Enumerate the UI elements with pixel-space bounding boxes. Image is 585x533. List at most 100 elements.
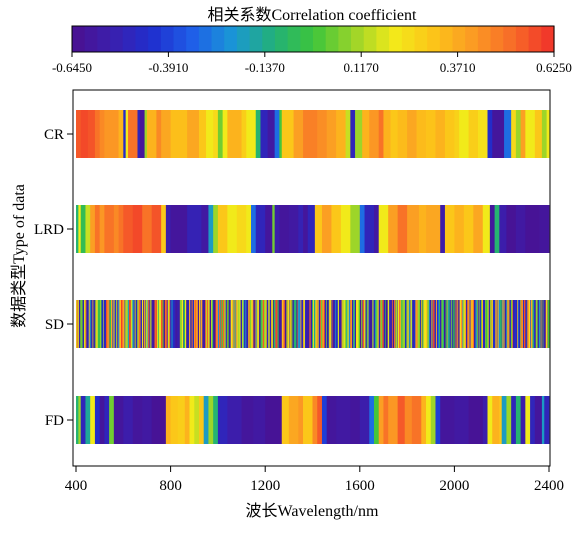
band-cell <box>535 300 537 348</box>
band-cell <box>154 300 157 348</box>
band-cell <box>312 396 318 444</box>
band-cell <box>108 300 110 348</box>
band-cell <box>412 300 415 348</box>
band-cell <box>151 300 154 348</box>
band-cell <box>395 300 397 348</box>
band-cell <box>421 300 423 348</box>
band-cell <box>202 300 204 348</box>
band-cell <box>303 300 306 348</box>
band-cell <box>526 300 528 348</box>
band-cell <box>525 300 528 348</box>
band-cell <box>125 300 128 348</box>
band-cell <box>189 396 195 444</box>
band-cell <box>203 396 209 444</box>
band-cell <box>468 110 479 158</box>
band-cell <box>369 396 375 444</box>
band-cell <box>520 396 526 444</box>
band-cell <box>411 300 413 348</box>
band-cell <box>454 205 465 253</box>
band-cell <box>310 300 313 348</box>
colorbar-block <box>439 26 454 52</box>
band-cell <box>145 300 147 348</box>
band-cell <box>520 110 526 158</box>
band-cell <box>369 110 380 158</box>
band-cell <box>429 300 432 348</box>
band-cell <box>404 300 407 348</box>
band-cell <box>252 300 254 348</box>
band-cell <box>417 300 420 348</box>
band-cell <box>442 300 445 348</box>
band-cell <box>518 300 520 348</box>
band-cell <box>76 205 79 253</box>
band-cell <box>444 110 455 158</box>
band-cell <box>267 110 276 158</box>
band-cell <box>271 300 273 348</box>
band-cell <box>94 396 101 444</box>
band-cell <box>213 300 215 348</box>
band-cell <box>103 300 105 348</box>
band-cell <box>104 205 115 253</box>
band-cell <box>383 110 391 158</box>
band-cell <box>525 396 531 444</box>
band-cell <box>170 205 188 253</box>
band-cell <box>141 300 144 348</box>
x-tick-label: 800 <box>159 478 182 494</box>
band-cell <box>87 110 96 158</box>
band-cell <box>281 300 283 348</box>
band-cell <box>347 300 350 348</box>
band-cell <box>187 110 200 158</box>
band-cell <box>303 300 304 348</box>
band-cell <box>200 300 202 348</box>
band-cell <box>209 300 212 348</box>
band-cell <box>482 205 491 253</box>
band-cell <box>87 300 90 348</box>
band-cell <box>161 110 171 158</box>
band-cell <box>109 300 112 348</box>
band-cell <box>488 300 491 348</box>
band-cell <box>350 300 352 348</box>
band-cell <box>403 300 406 348</box>
band-cell <box>139 300 141 348</box>
band-cell <box>91 300 93 348</box>
band-cell <box>277 300 280 348</box>
band-cell <box>260 300 263 348</box>
band-cell <box>148 300 150 348</box>
band-cell <box>163 300 166 348</box>
band-cell <box>279 300 281 348</box>
band-cell <box>167 300 170 348</box>
band-cell <box>502 300 504 348</box>
band-cell <box>359 396 370 444</box>
band-cell <box>447 300 449 348</box>
band-cell <box>301 300 303 348</box>
band-cell <box>509 300 512 348</box>
band-cell <box>377 300 380 348</box>
band-cell <box>128 300 131 348</box>
band-cell <box>515 110 522 158</box>
band-cell <box>78 205 82 253</box>
band-cell <box>94 300 97 348</box>
band-cell <box>354 300 356 348</box>
colorbar-block <box>401 26 416 52</box>
colorbar-ticks: -0.6450 -0.3910 -0.1370 0.1170 0.3710 0.6250 <box>52 52 572 75</box>
band-cell <box>82 300 85 348</box>
band-cell <box>276 300 278 348</box>
band-cell <box>435 396 441 444</box>
band-cell <box>522 300 525 348</box>
band-cell <box>416 300 418 348</box>
band-cell <box>85 205 91 253</box>
band-cell <box>318 300 321 348</box>
band-cell <box>76 396 79 444</box>
band-cell <box>134 300 136 348</box>
band-cell <box>340 205 351 253</box>
band-cell <box>169 300 171 348</box>
colorbar-block <box>351 26 365 52</box>
band-cell <box>382 300 385 348</box>
band-cell <box>428 300 430 348</box>
band-cell <box>194 396 200 444</box>
band-cell <box>397 205 408 253</box>
band-cell <box>116 300 119 348</box>
band-cell <box>512 300 515 348</box>
band-cell <box>188 300 190 348</box>
band-cell <box>336 396 351 444</box>
band-cell <box>280 300 283 348</box>
